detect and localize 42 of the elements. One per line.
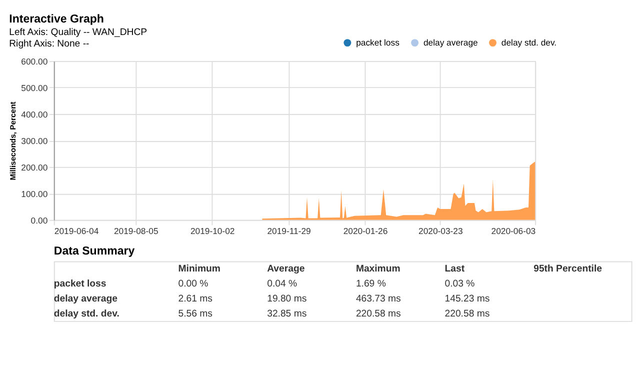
text: 19.80 ms [267,293,307,304]
y-axis-title: Milliseconds, Percent [8,101,18,180]
text: 220.58 ms [444,308,490,320]
x-tick-label: 2019-11-29 [267,226,312,236]
text: 463.73 ms [356,293,401,304]
category-label: delay std. dev. [54,308,120,320]
text: Left Axis: Quality -- WAN_DHCP [9,27,148,38]
text: Data Summary [54,246,136,258]
category-label: packet loss [54,278,106,290]
x-tick-label: 2019-10-02 [190,226,235,236]
x-tick-label: 2020-01-26 [343,226,388,236]
category-label: Average [267,264,306,275]
text: 0.00 % [178,278,208,290]
text: 2.61 ms [178,293,212,304]
text: 145.23 ms [444,293,490,304]
legend-label: delay average [423,38,478,48]
category-label: Maximum [356,264,400,275]
legend-label: packet loss [356,38,400,48]
text: 32.85 ms [267,308,307,320]
text: Right Axis: None -- [9,38,90,50]
x-tick-label: 2019-08-05 [114,226,158,236]
category-label: 95th Percentile [534,264,603,275]
category-label: Minimum [178,264,220,275]
y-tick-label: 100.00 [21,188,48,199]
y-tick-label: 0.00 [30,215,48,226]
x-tick-label: 2019-06-04 [54,226,99,236]
category-label: delay average [54,293,118,304]
y-tick-label: 200.00 [21,162,48,172]
x-tick-label: 2020-03-23 [418,226,463,236]
text: 0.03 % [444,278,475,290]
x-tick-label: 2020-06-03 [491,226,536,236]
text: 220.58 ms [356,308,401,320]
y-tick-label: 500.00 [21,82,48,93]
y-tick-label: 600.00 [21,56,48,66]
category-label: Last [444,264,466,275]
legend-label: delay std. dev. [501,38,557,48]
text: 5.56 ms [178,308,212,320]
y-tick-label: 300.00 [21,136,48,146]
chart-title: Interactive Graph [9,14,104,26]
text: 1.69 % [356,278,386,290]
y-tick-label: 400.00 [21,109,48,120]
text: 0.04 % [267,278,298,290]
